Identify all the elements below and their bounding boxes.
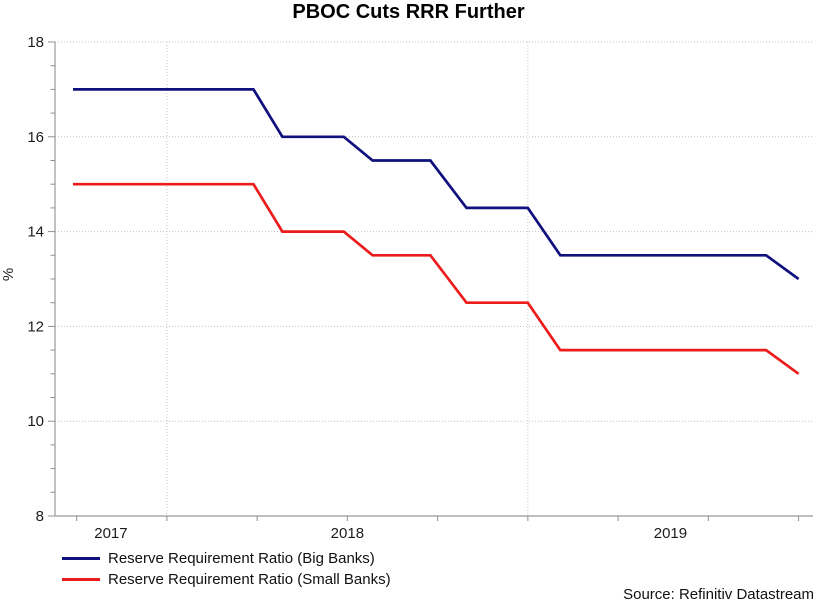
source-credit: Source: Refinitiv Datastream bbox=[623, 586, 814, 603]
small-banks-line-swatch bbox=[62, 578, 100, 581]
chart-title: PBOC Cuts RRR Further bbox=[292, 1, 525, 23]
svg-text:16: 16 bbox=[27, 129, 44, 146]
legend-item-small-banks: Reserve Requirement Ratio (Small Banks) bbox=[62, 569, 391, 590]
legend-label-small-banks: Reserve Requirement Ratio (Small Banks) bbox=[108, 571, 391, 588]
svg-text:12: 12 bbox=[27, 318, 44, 335]
big-banks-line-swatch bbox=[62, 557, 100, 560]
legend: Reserve Requirement Ratio (Big Banks) Re… bbox=[62, 548, 391, 590]
legend-label-big-banks: Reserve Requirement Ratio (Big Banks) bbox=[108, 550, 375, 567]
svg-text:10: 10 bbox=[27, 413, 44, 430]
legend-item-big-banks: Reserve Requirement Ratio (Big Banks) bbox=[62, 548, 391, 569]
svg-text:14: 14 bbox=[27, 224, 44, 241]
svg-text:2019: 2019 bbox=[654, 525, 687, 542]
svg-text:18: 18 bbox=[27, 34, 44, 51]
svg-text:2017: 2017 bbox=[94, 525, 127, 542]
svg-text:2018: 2018 bbox=[331, 525, 364, 542]
svg-text:8: 8 bbox=[36, 508, 44, 525]
